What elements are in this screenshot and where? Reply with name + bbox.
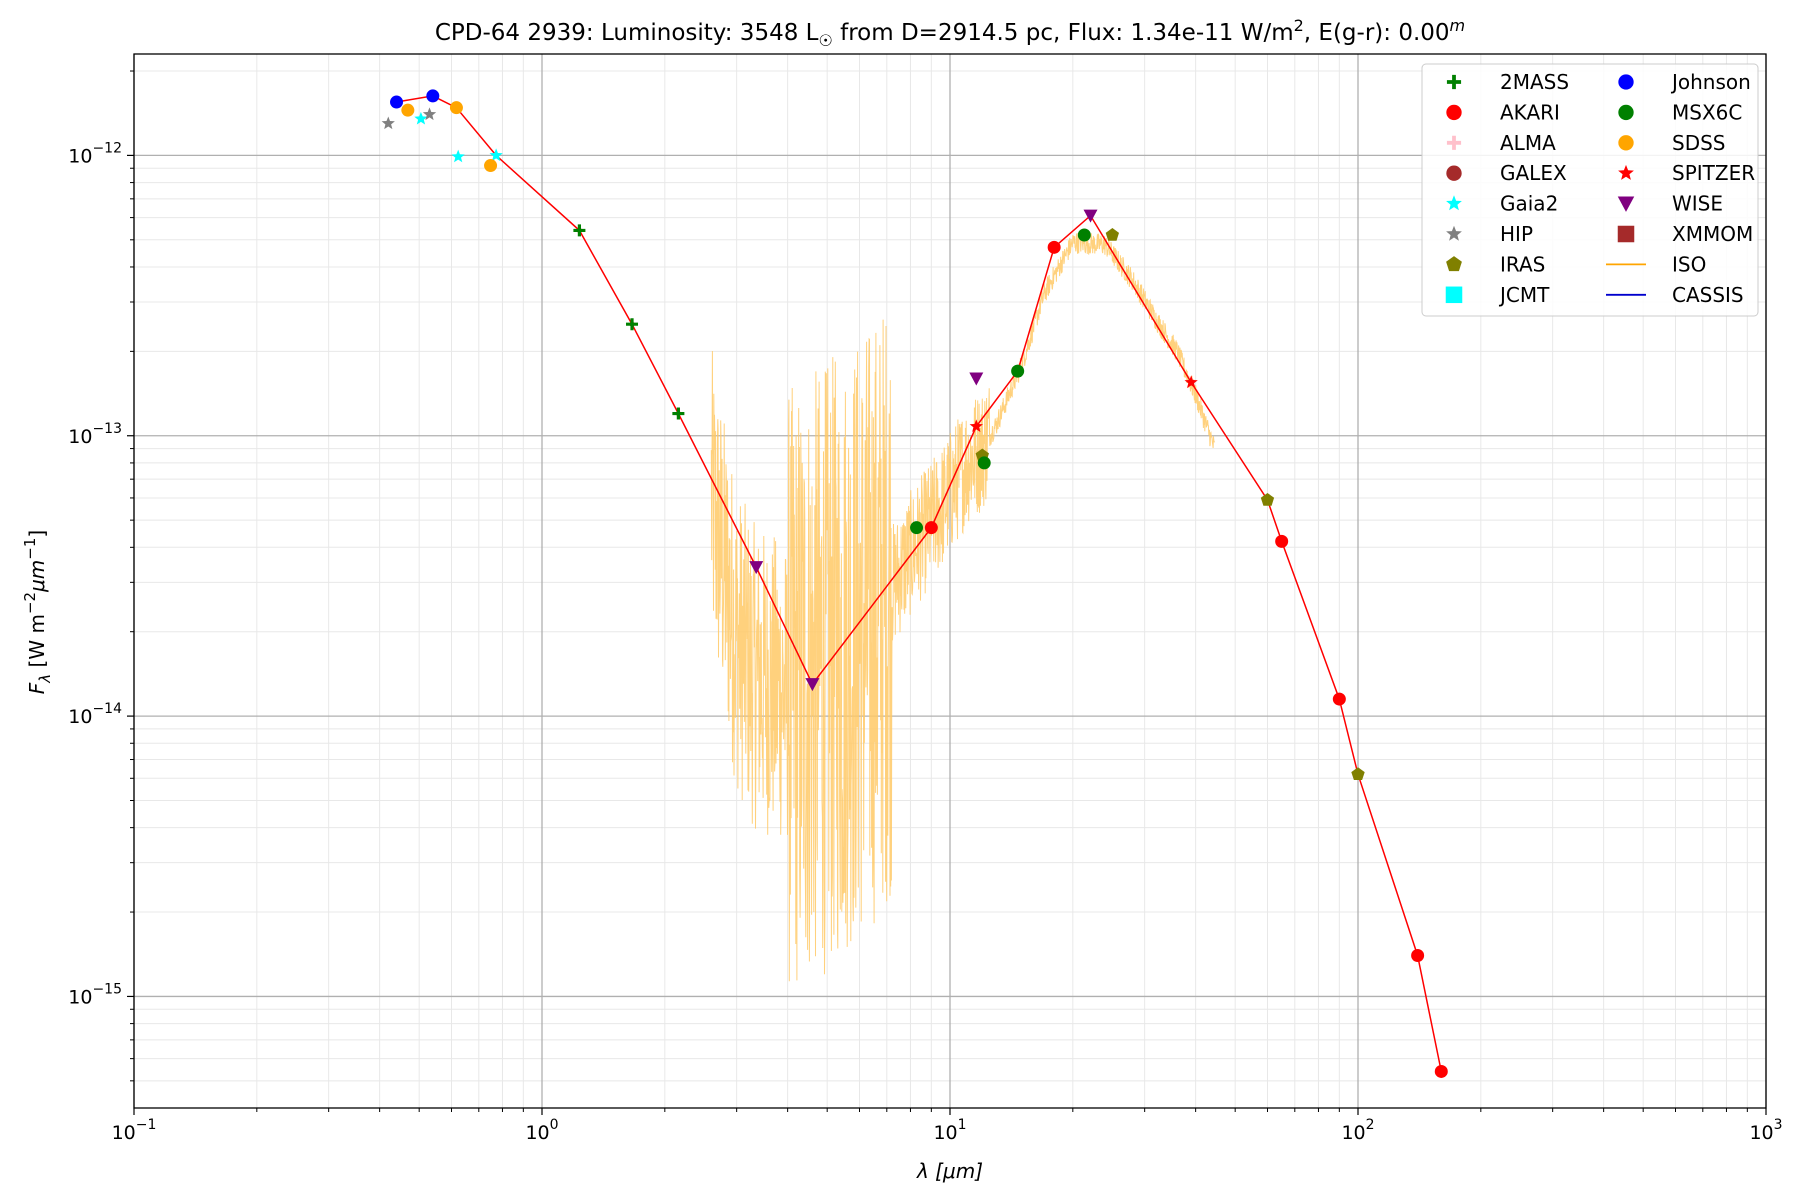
- point-spitzer: [969, 419, 983, 432]
- point-sdss: [484, 159, 498, 173]
- point-sdss: [401, 103, 415, 117]
- point-akari: [1275, 534, 1289, 548]
- legend-marker-iras: [1446, 256, 1462, 272]
- point-iras: [1351, 767, 1365, 780]
- legend-label-galex: GALEX: [1500, 161, 1567, 185]
- point-2mass: [573, 224, 586, 237]
- point-2mass: [626, 318, 639, 331]
- legend-label-2mass: 2MASS: [1500, 70, 1569, 94]
- iso-spectrum-line: [710, 232, 1215, 982]
- point-akari: [1047, 240, 1061, 254]
- legend-marker-alma: [1446, 135, 1462, 150]
- point-wise: [1083, 209, 1098, 223]
- point-msx6c: [1011, 364, 1025, 378]
- legend-marker-2mass: [1446, 74, 1462, 90]
- legend-label-akari: AKARI: [1500, 100, 1560, 124]
- point-msx6c: [1077, 228, 1091, 242]
- point-hip: [422, 107, 437, 121]
- legend-label-cassis: CASSIS: [1672, 283, 1744, 307]
- point-msx6c: [977, 456, 991, 470]
- iso-spectrum: [710, 232, 1215, 982]
- legend-marker-johnson: [1618, 74, 1634, 90]
- legend-label-iso: ISO: [1672, 252, 1706, 276]
- point-johnson: [390, 95, 404, 109]
- chart-title: CPD-64 2939: Luminosity: 3548 L☉ from D=…: [435, 16, 1465, 50]
- legend-label-spitzer: SPITZER: [1672, 161, 1755, 185]
- legend-marker-akari: [1446, 104, 1462, 121]
- point-spitzer: [1184, 375, 1198, 389]
- point-gaia2: [414, 111, 428, 125]
- y-tick-label: 10−13: [68, 421, 122, 448]
- legend-marker-jcmt: [1445, 286, 1463, 304]
- point-akari: [1332, 692, 1346, 706]
- legend-frame: [1421, 63, 1759, 317]
- photometry-points: [381, 89, 1448, 1078]
- y-tick-label: 10−14: [68, 701, 122, 728]
- axis-ticks: [127, 70, 1767, 1115]
- point-wise: [969, 372, 984, 386]
- x-tick-label: 102: [1341, 1117, 1374, 1144]
- x-tick-label: 101: [933, 1117, 966, 1144]
- legend-label-msx6c: MSX6C: [1672, 100, 1742, 124]
- point-sdss: [449, 101, 463, 115]
- legend-label-jcmt: JCMT: [1498, 283, 1550, 307]
- point-wise: [805, 678, 820, 692]
- legend-marker-gaia2: [1446, 195, 1462, 211]
- legend-marker-wise: [1617, 196, 1635, 212]
- legend-marker-galex: [1446, 165, 1462, 181]
- tick-labels: 10−1 100 101 102 103 10−15 10−14 10−13 10−12: [68, 140, 1782, 1144]
- y-tick-label: 10−15: [68, 981, 122, 1008]
- legend-label-iras: IRAS: [1500, 252, 1545, 276]
- legend-label-hip: HIP: [1500, 222, 1533, 246]
- x-tick-label: 103: [1749, 1117, 1782, 1144]
- point-iras: [1260, 493, 1275, 506]
- point-johnson: [426, 89, 440, 103]
- point-2mass: [672, 407, 685, 420]
- x-tick-label: 10−1: [112, 1117, 157, 1144]
- legend-marker-sdss: [1618, 135, 1634, 151]
- legend-marker-spitzer: [1618, 164, 1634, 180]
- point-gaia2: [451, 149, 465, 163]
- legend-label-sdss: SDSS: [1672, 131, 1726, 155]
- legend-marker-hip: [1446, 225, 1462, 241]
- legend-label-wise: WISE: [1672, 192, 1723, 216]
- legend-label-gaia2: Gaia2: [1500, 192, 1558, 216]
- legend-label-alma: ALMA: [1500, 131, 1556, 155]
- point-gaia2: [489, 148, 503, 162]
- y-tick-label: 10−12: [68, 140, 122, 167]
- legend-label-johnson: Johnson: [1670, 70, 1751, 94]
- y-axis-label: Fλ [W m−2μm−1]: [21, 530, 54, 694]
- legend-label-xmmom: XMMOM: [1672, 222, 1753, 246]
- legend-marker-msx6c: [1618, 104, 1634, 121]
- point-msx6c: [910, 521, 924, 535]
- point-akari: [1434, 1064, 1448, 1078]
- point-akari: [924, 521, 938, 535]
- point-hip: [381, 116, 395, 130]
- point-wise: [749, 561, 764, 575]
- point-akari: [1411, 948, 1425, 962]
- x-tick-label: 100: [525, 1117, 558, 1144]
- point-iras: [1105, 228, 1119, 241]
- legend: 2MASS AKARI ALMA GALEX Gaia2 HIP IRAS JCMT Johns…: [1421, 63, 1759, 317]
- legend-marker-xmmom: [1617, 225, 1635, 243]
- x-axis-label: λ [μm]: [916, 1159, 983, 1183]
